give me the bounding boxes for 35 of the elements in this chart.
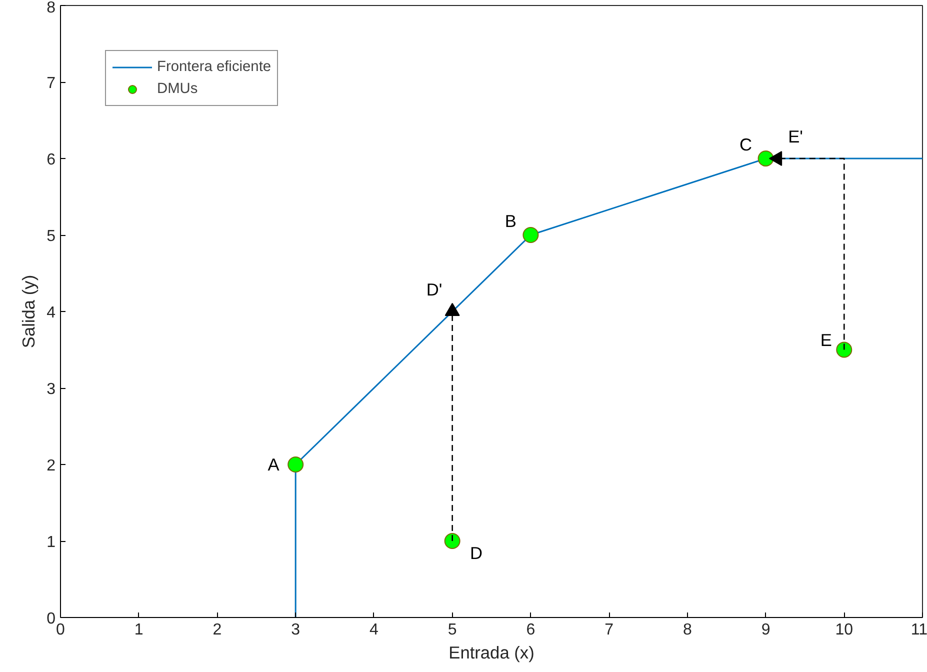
y-tick-label: 7 — [46, 75, 56, 92]
y-tick-label: 6 — [46, 152, 56, 168]
y-tick-label: 4 — [46, 304, 56, 322]
x-tick-label: 10 — [835, 622, 854, 638]
point — [288, 456, 304, 472]
y-tick-label: 0 — [46, 610, 56, 628]
y-tick-label: 8 — [46, 0, 56, 16]
annotation: D — [470, 543, 483, 563]
x-axis-title: Entrada (x) — [448, 642, 534, 662]
annotation: E' — [788, 126, 803, 146]
x-tick-label: 6 — [526, 622, 536, 638]
x-tick-label: 5 — [448, 622, 457, 638]
annotation: B — [504, 211, 516, 231]
point — [444, 533, 460, 549]
x-tick-label: 3 — [291, 622, 300, 638]
legend-label: DMUs — [157, 81, 198, 97]
x-tick-label: 1 — [134, 622, 144, 638]
annotation: A — [268, 454, 280, 474]
x-tick-label: 9 — [761, 622, 770, 638]
annotation: D' — [426, 280, 442, 300]
y-tick-label: 5 — [46, 228, 56, 245]
x-tick-label: 11 — [910, 622, 927, 638]
x-tick-label: 2 — [212, 622, 222, 638]
annotation: C — [740, 134, 752, 154]
x-tick-label: 8 — [682, 622, 692, 638]
annotation: E — [820, 330, 832, 350]
y-tick-label: 2 — [46, 458, 56, 474]
y-tick-label: 1 — [46, 534, 56, 551]
point — [836, 342, 852, 358]
y-tick-label: 3 — [46, 381, 56, 398]
y-axis-title: Salida (y) — [18, 274, 39, 348]
x-tick-label: 7 — [604, 622, 614, 638]
point — [522, 227, 539, 243]
legend-label: Frontera eficiente — [157, 59, 272, 75]
x-tick-label: 4 — [370, 622, 379, 638]
